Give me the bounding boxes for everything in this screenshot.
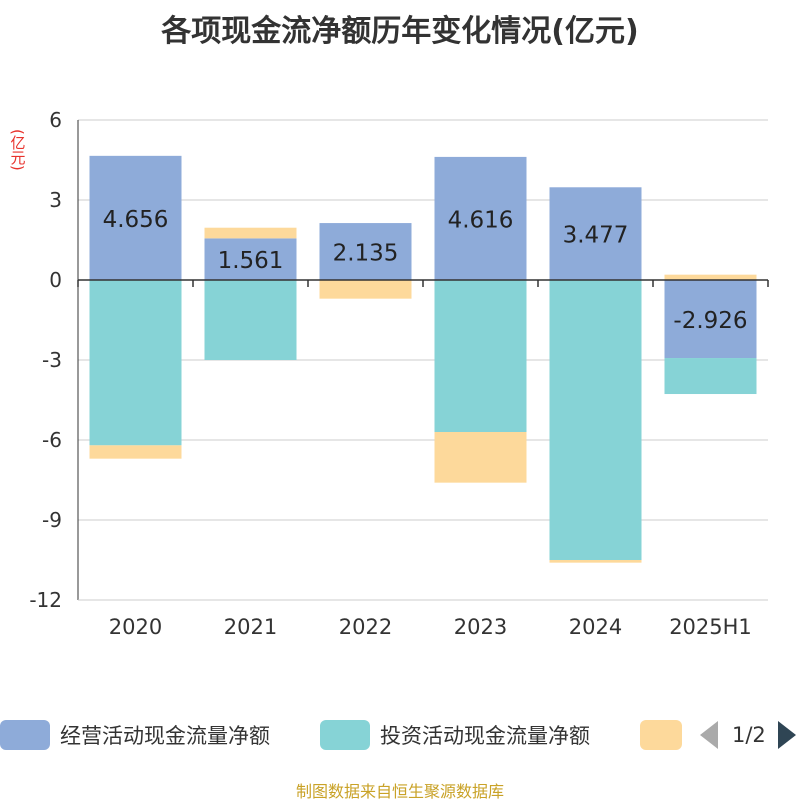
bar-operating: [204, 238, 297, 280]
bar-financing: [664, 274, 757, 280]
bar-investing: [89, 280, 182, 446]
legend-swatch-investing: [320, 720, 370, 750]
y-tick-label: -3: [42, 348, 62, 372]
legend-item-operating[interactable]: 经营活动现金流量净额: [0, 715, 270, 755]
bar-financing: [89, 445, 182, 459]
data-label: 1.561: [218, 248, 284, 274]
bar-investing: [664, 358, 757, 395]
bar-investing: [204, 280, 297, 360]
y-tick-label: -9: [42, 508, 62, 532]
x-tick-label: 2022: [339, 615, 392, 639]
bar-financing: [549, 560, 642, 563]
data-label: 4.616: [448, 207, 514, 233]
y-tick-label: 3: [49, 188, 62, 212]
data-label: 3.477: [563, 223, 629, 249]
data-label: -2.926: [673, 308, 747, 334]
chart-title: 各项现金流净额历年变化情况(亿元): [161, 14, 639, 49]
bar-chart: 6 3 0 -3 -6 -9 -12 4.656 1.561 2.135 4.616 3.477 -2.…: [29, 108, 769, 639]
x-tick-label: 2021: [224, 615, 277, 639]
pager-text: 1/2: [732, 723, 766, 747]
bar-investing: [549, 280, 642, 560]
bar-operating: [319, 223, 412, 280]
y-tick-label: 0: [49, 268, 62, 292]
pager-next-icon[interactable]: [777, 721, 796, 749]
y-tick-label: -6: [42, 428, 62, 452]
x-tick-label: 2023: [454, 615, 507, 639]
legend-label-investing: 投资活动现金流量净额: [380, 724, 590, 748]
x-tick-label: 2024: [569, 615, 622, 639]
data-source-note: 制图数据来自恒生聚源数据库: [295, 782, 504, 801]
bar-operating: [89, 155, 182, 280]
bar-operating: [549, 187, 642, 280]
x-tick-label: 2020: [109, 615, 162, 639]
bar-operating: [664, 280, 757, 359]
bar-financing: [319, 280, 412, 299]
bar-operating: [434, 156, 527, 280]
data-label: 2.135: [333, 241, 399, 267]
bar-financing: [434, 432, 527, 483]
pager-prev-icon[interactable]: [700, 721, 718, 749]
legend-pager: 1/2: [700, 715, 800, 755]
legend-label-operating: 经营活动现金流量净额: [60, 724, 270, 748]
bar-investing: [434, 280, 527, 432]
bar-financing: [204, 227, 297, 239]
y-axis-unit-label: (亿元): [8, 129, 27, 171]
x-tick-label: 2025H1: [669, 615, 752, 639]
y-tick-label: 6: [49, 108, 62, 132]
legend: 经营活动现金流量净额 投资活动现金流量净额 1/2: [0, 715, 800, 755]
legend-item-investing[interactable]: 投资活动现金流量净额: [320, 715, 590, 755]
y-tick-label: -12: [29, 588, 62, 612]
data-label: 4.656: [103, 207, 169, 233]
legend-swatch-financing: [640, 720, 682, 750]
legend-item-financing[interactable]: [640, 715, 692, 755]
legend-swatch-operating: [0, 720, 50, 750]
